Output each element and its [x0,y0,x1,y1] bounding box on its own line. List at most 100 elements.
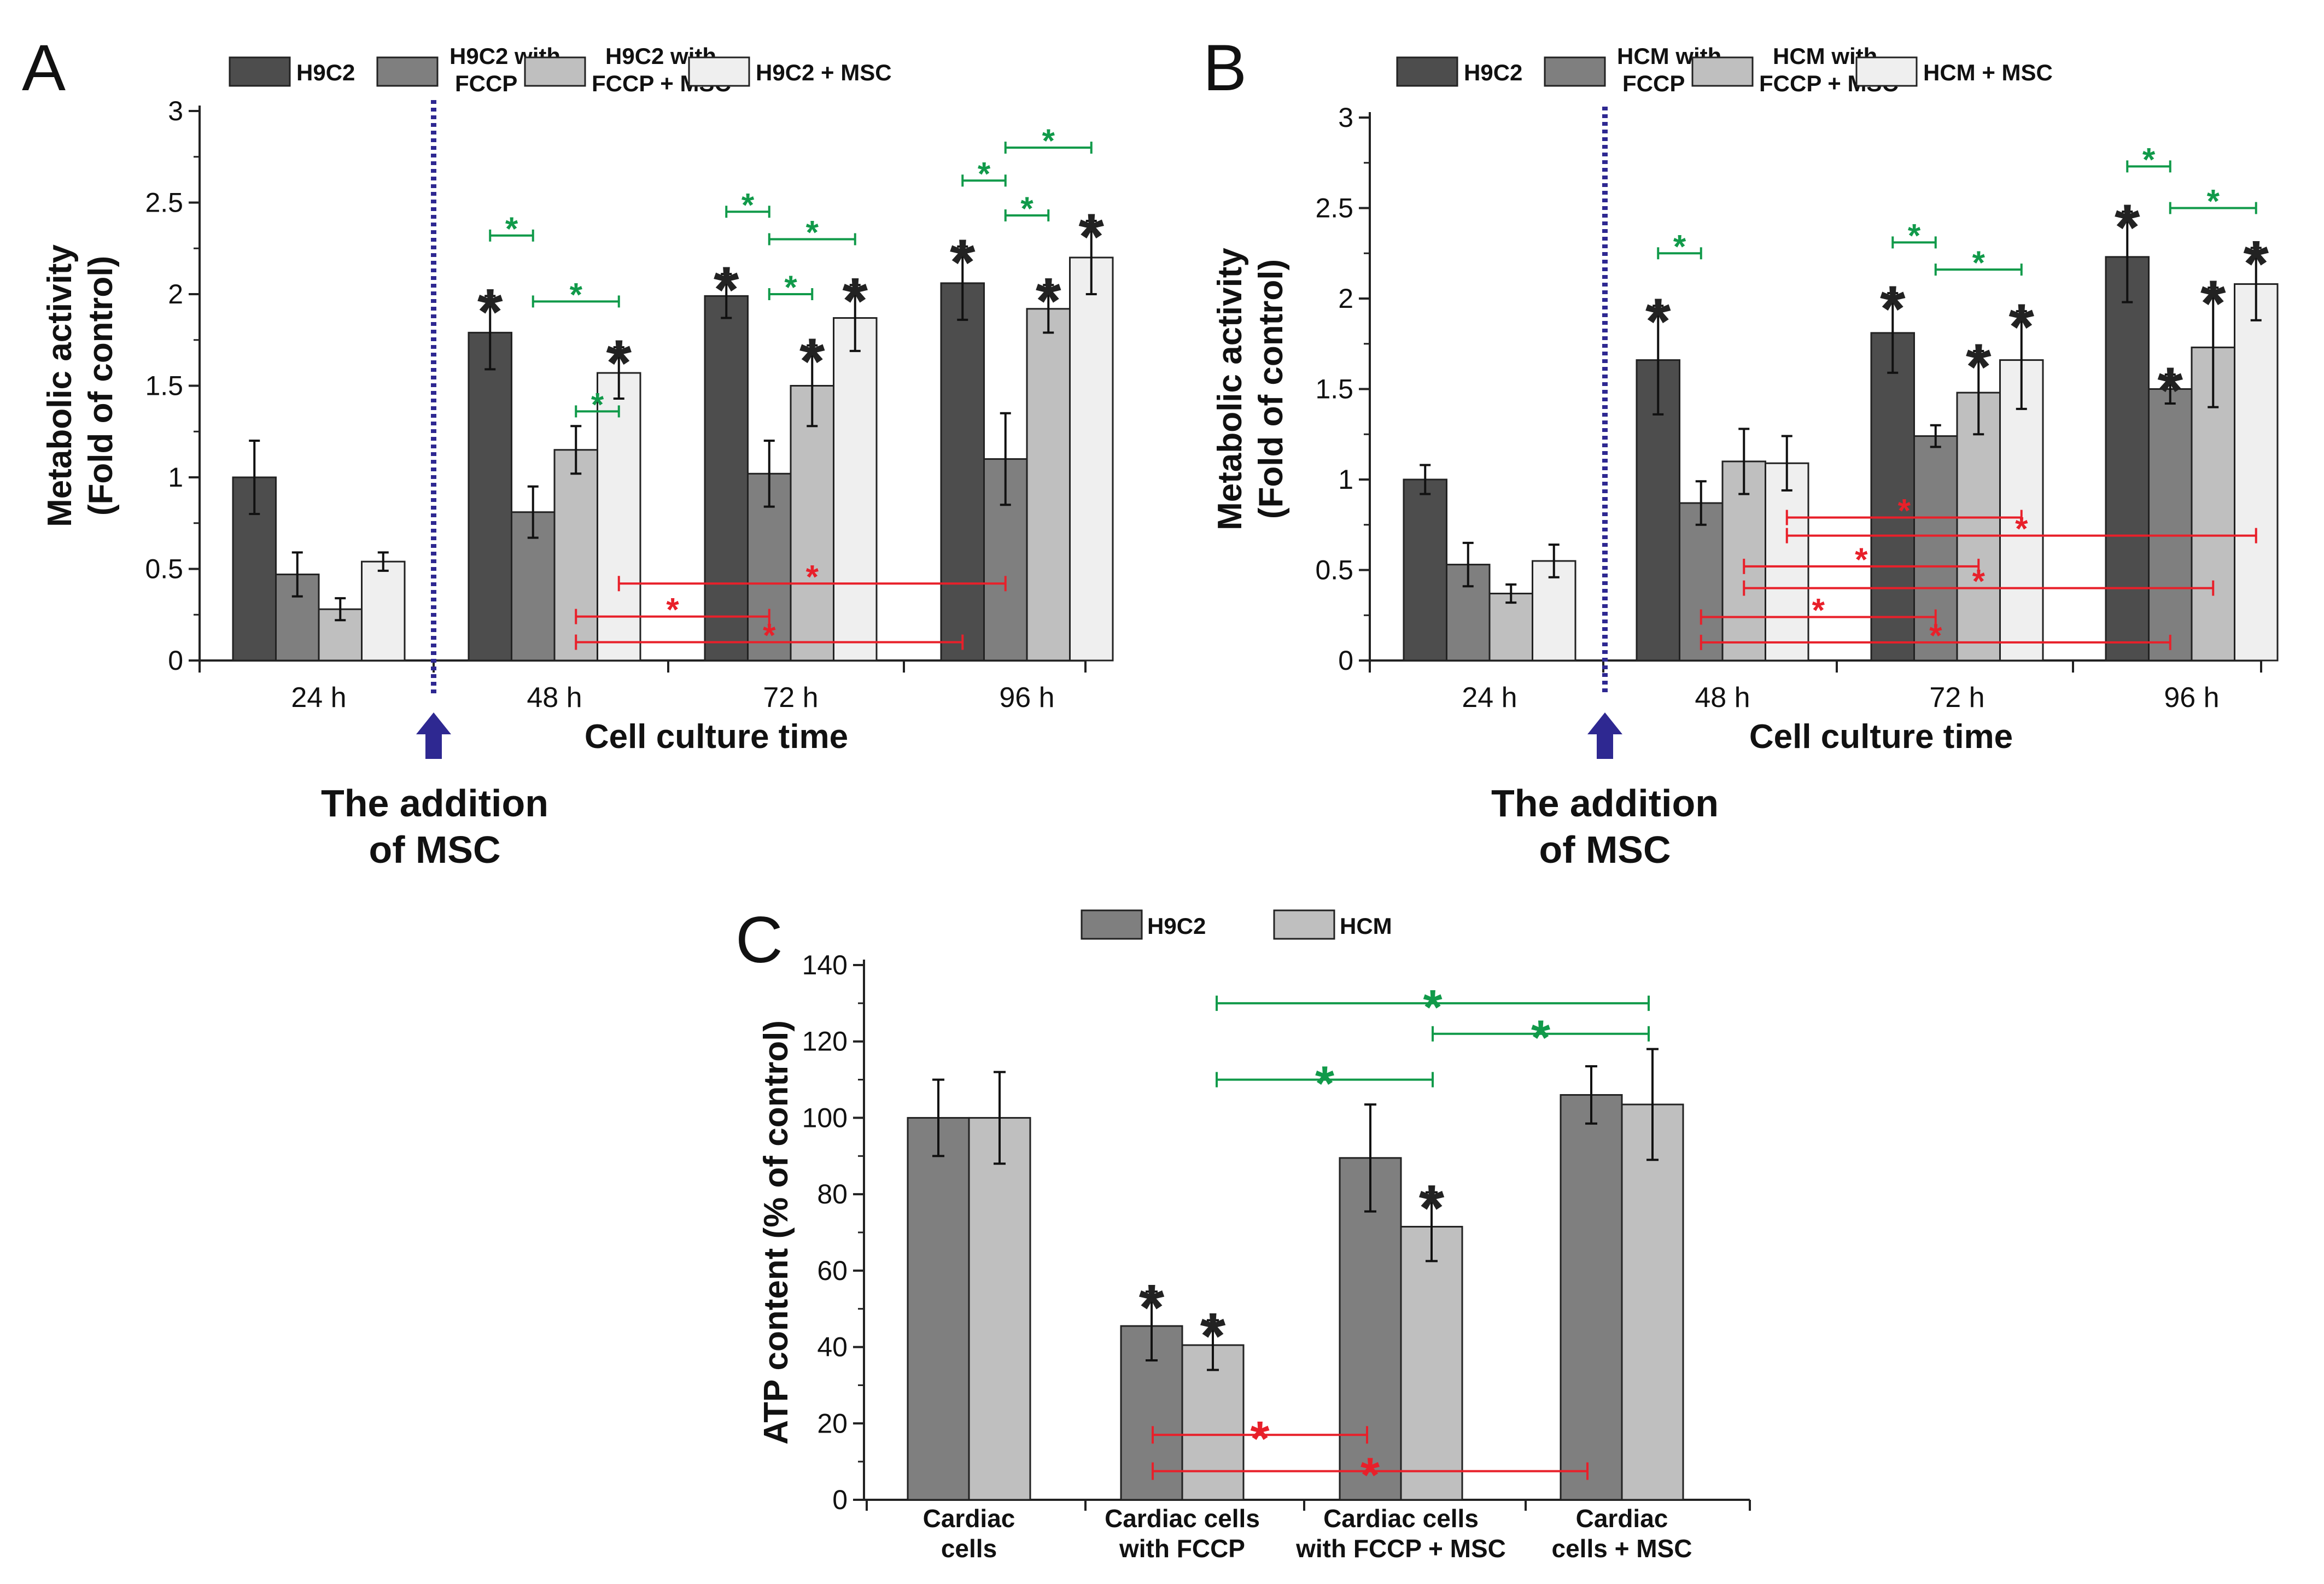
significance-marker: * [2200,267,2226,340]
bar-C-3-1 [1339,1157,1402,1501]
red-significance-marker: * [763,617,776,654]
red-significance-marker: * [2015,511,2028,547]
significance-marker: * [2115,191,2140,264]
significance-marker: * [799,325,825,398]
bar-B-2-4 [1765,462,1809,662]
green-significance-bracket [489,229,534,242]
error-bar [527,485,539,539]
significance-marker: * [2008,290,2034,364]
x-category-label-line1: Cardiac [923,1504,1015,1533]
error-bar [335,597,346,622]
y-tick-label: 0.5 [145,554,183,584]
y-tick-label: 1 [168,462,183,493]
legend-swatch-3 [1691,56,1754,87]
significance-marker: * [714,253,739,326]
error-bar [2016,310,2027,410]
msc-addition-label-line1: The addition [321,782,548,825]
green-significance-bracket [961,174,1007,187]
error-bar [291,551,303,598]
legend-swatch-C-2 [1273,909,1335,940]
y-tick-label: 2 [1338,283,1353,314]
error-bar [932,1078,944,1158]
significance-marker: * [1200,1300,1226,1373]
significance-marker: * [1880,272,1906,346]
green-significance-bracket [2126,160,2171,173]
legend-swatch-4 [1855,56,1918,87]
green-significance-marker: * [2207,183,2220,220]
error-bar [249,440,260,515]
error-bar [1695,480,1707,526]
legend-swatch-1 [229,56,291,87]
arrow-up-icon [1587,712,1622,759]
error-bar [1585,1065,1597,1125]
y-tick-label: 40 [817,1332,848,1363]
x-category-label: 72 h [763,682,818,714]
error-bar [484,295,496,371]
significance-marker: * [606,326,632,400]
y-axis-label-line2: (Fold of control) [82,256,120,516]
error-bar [1420,464,1431,495]
green-significance-bracket [2169,202,2257,214]
x-category-label-line1: Cardiac cells [1323,1504,1479,1533]
error-bar [1646,1048,1659,1161]
legend-swatch-2 [1544,56,1606,87]
error-bar [2164,373,2176,405]
green-significance-marker: * [1673,228,1686,265]
legend-swatch-2 [376,56,439,87]
significance-marker: * [1966,330,1992,404]
y-axis-label-line1: Metabolic activity [1211,248,1249,530]
error-bar [2208,287,2219,408]
green-significance-bracket [768,288,814,300]
significance-marker: * [1645,285,1671,358]
y-tick-label: 1.5 [145,371,183,401]
bar-C-1-1 [907,1117,970,1501]
x-category-label: 96 h [2164,682,2219,714]
legend-label-2-line2: FCCP [455,71,517,96]
error-bar [1462,541,1474,588]
green-significance-marker: * [1531,1011,1550,1066]
y-axis-label-line1: Metabolic activity [41,244,79,527]
error-bar [1653,305,1664,416]
x-axis-label-A: Cell culture time [585,718,848,756]
legend-label-1: H9C2 [296,60,355,85]
red-significance-bracket [617,576,1007,592]
y-tick-label: 120 [802,1026,848,1057]
x-axis-label-B: Cell culture time [1749,718,2013,756]
red-significance-bracket [575,634,964,650]
bar-B-4-2 [2148,388,2193,662]
bar-A-1-3 [318,608,363,662]
green-significance-bracket [1004,142,1093,154]
red-significance-bracket [1152,1462,1589,1480]
legend-label-C-1: H9C2 [1147,913,1206,939]
bar-A-3-1 [704,295,749,662]
error-bar [2250,247,2262,322]
green-significance-bracket [575,405,620,418]
red-significance-marker: * [1360,1448,1380,1503]
red-significance-bracket [1785,510,2023,525]
error-bar [1146,1290,1158,1362]
green-significance-bracket [1891,236,1937,249]
error-bar [1000,412,1011,506]
legend-swatch-4 [688,56,750,87]
msc-addition-label-line1: The addition [1491,782,1719,825]
x-category-label: 72 h [1929,682,1984,714]
y-tick-label: 0 [168,645,183,676]
red-significance-marker: * [1855,541,1868,578]
bar-B-4-1 [2105,256,2150,662]
msc-addition-label-line2: of MSC [369,828,500,871]
red-significance-bracket [575,609,770,624]
error-bar [1207,1319,1219,1371]
red-significance-marker: * [1929,617,1942,654]
error-bar [377,551,389,572]
red-significance-marker: * [666,592,679,628]
green-significance-bracket [725,206,770,218]
error-bar [1043,284,1054,334]
error-bar [849,284,861,352]
bar-A-4-4 [1069,256,1114,662]
legend-swatch-1 [1396,56,1458,87]
y-axis-label-C: ATP content (% of control) [757,1020,795,1445]
error-bar [1887,292,1899,374]
green-significance-marker: * [1020,190,1033,227]
